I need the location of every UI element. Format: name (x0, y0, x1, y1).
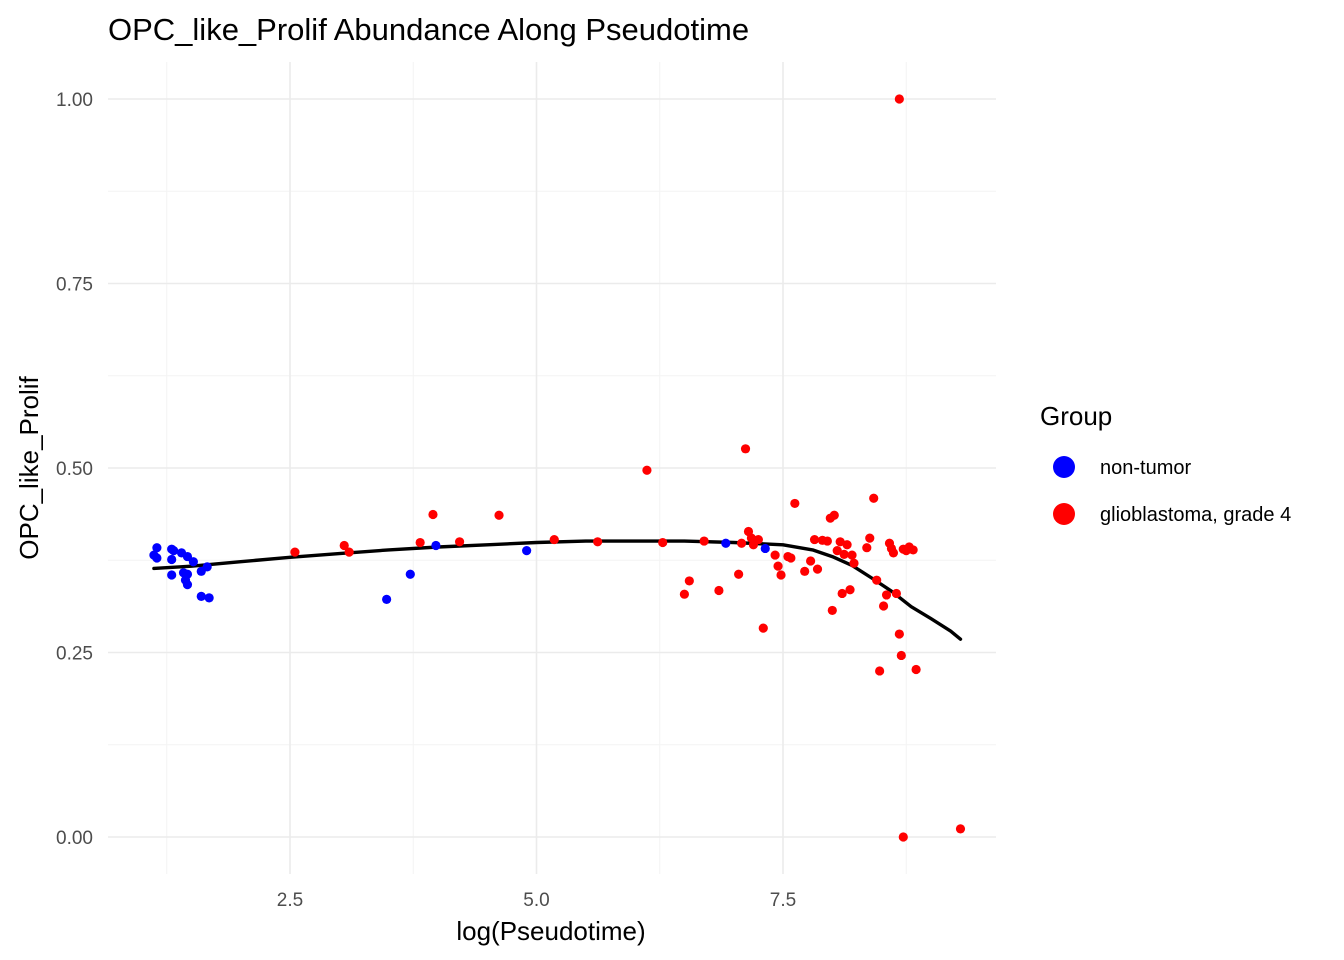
point-glioblastoma-grade-4 (714, 585, 724, 596)
point-glioblastoma-grade-4 (822, 536, 832, 546)
point-glioblastoma-grade-4 (753, 534, 763, 545)
point-non-tumor (167, 570, 177, 580)
x-tick-label: 5.0 (523, 890, 549, 911)
point-glioblastoma-grade-4 (832, 546, 842, 556)
point-non-tumor (431, 540, 441, 551)
point-glioblastoma-grade-4 (847, 550, 857, 560)
point-glioblastoma-grade-4 (894, 94, 904, 104)
point-glioblastoma-grade-4 (790, 498, 800, 509)
point-glioblastoma-grade-4 (878, 601, 889, 611)
legend-key-non-tumor (1053, 456, 1075, 478)
legend-key-glioblastoma (1053, 503, 1075, 525)
point-glioblastoma-grade-4 (869, 493, 879, 503)
point-glioblastoma-grade-4 (835, 537, 845, 547)
y-tick-label: 0.25 (56, 644, 93, 665)
legend-title: Group (1040, 401, 1112, 431)
point-glioblastoma-grade-4 (684, 576, 694, 586)
y-tick-label: 1.00 (56, 90, 93, 111)
legend-label-non-tumor: non-tumor (1100, 457, 1191, 479)
point-non-tumor (405, 569, 415, 579)
x-tick-label: 7.5 (770, 890, 796, 911)
y-tick-label: 0.50 (56, 459, 93, 480)
point-glioblastoma-grade-4 (845, 585, 855, 595)
x-axis-ticks: 2.5 5.0 7.5 (277, 890, 796, 911)
point-glioblastoma-grade-4 (758, 623, 768, 633)
point-non-tumor (188, 557, 198, 567)
point-glioblastoma-grade-4 (549, 534, 559, 545)
point-glioblastoma-grade-4 (875, 666, 885, 676)
point-glioblastoma-grade-4 (839, 549, 849, 559)
point-glioblastoma-grade-4 (339, 540, 349, 551)
point-glioblastoma-grade-4 (842, 540, 852, 550)
y-axis-title: OPC_like_Prolif (14, 375, 44, 559)
point-non-tumor (196, 591, 206, 602)
plot-grid (108, 62, 996, 874)
point-non-tumor (182, 580, 193, 590)
point-glioblastoma-grade-4 (911, 664, 921, 675)
point-glioblastoma-grade-4 (415, 537, 425, 548)
legend: Group non-tumor glioblastoma, grade 4 (1040, 401, 1291, 526)
point-non-tumor (152, 553, 162, 563)
point-glioblastoma-grade-4 (908, 545, 918, 555)
point-glioblastoma-grade-4 (740, 444, 751, 454)
point-glioblastoma-grade-4 (642, 465, 652, 475)
point-non-tumor (522, 546, 532, 556)
x-tick-label: 2.5 (277, 890, 303, 911)
point-glioblastoma-grade-4 (955, 824, 966, 834)
x-axis-title: log(Pseudotime) (456, 916, 645, 946)
point-glioblastoma-grade-4 (773, 561, 783, 571)
point-glioblastoma-grade-4 (891, 588, 901, 599)
point-glioblastoma-grade-4 (494, 510, 504, 520)
point-glioblastoma-grade-4 (849, 558, 859, 568)
point-glioblastoma-grade-4 (776, 570, 786, 580)
point-glioblastoma-grade-4 (881, 590, 892, 600)
y-axis-ticks: 0.00 0.25 0.50 0.75 1.00 (56, 90, 93, 849)
point-glioblastoma-grade-4 (837, 588, 847, 599)
point-glioblastoma-grade-4 (809, 534, 820, 545)
point-glioblastoma-grade-4 (290, 547, 300, 557)
point-non-tumor (167, 554, 177, 565)
point-glioblastoma-grade-4 (894, 629, 904, 639)
point-glioblastoma-grade-4 (896, 650, 906, 661)
point-non-tumor (721, 538, 731, 548)
point-glioblastoma-grade-4 (593, 537, 603, 547)
point-glioblastoma-grade-4 (862, 543, 872, 553)
point-glioblastoma-grade-4 (734, 569, 744, 579)
point-glioblastoma-grade-4 (658, 537, 668, 548)
point-glioblastoma-grade-4 (344, 547, 354, 557)
point-glioblastoma-grade-4 (454, 537, 465, 547)
point-glioblastoma-grade-4 (806, 556, 816, 566)
point-non-tumor (760, 543, 770, 554)
point-glioblastoma-grade-4 (699, 536, 709, 546)
point-glioblastoma-grade-4 (827, 605, 837, 616)
point-non-tumor (202, 562, 212, 572)
point-glioblastoma-grade-4 (898, 832, 908, 842)
point-glioblastoma-grade-4 (888, 548, 899, 558)
point-glioblastoma-grade-4 (770, 550, 780, 560)
point-non-tumor (182, 551, 193, 562)
point-glioblastoma-grade-4 (865, 533, 875, 543)
point-non-tumor (152, 543, 162, 553)
point-non-tumor (169, 546, 179, 556)
point-glioblastoma-grade-4 (872, 575, 882, 585)
point-glioblastoma-grade-4 (786, 553, 796, 563)
point-glioblastoma-grade-4 (800, 566, 810, 576)
y-tick-label: 0.00 (56, 828, 93, 849)
data-points (149, 94, 966, 842)
point-glioblastoma-grade-4 (829, 510, 839, 520)
point-glioblastoma-grade-4 (736, 538, 747, 548)
point-glioblastoma-grade-4 (428, 509, 438, 520)
point-glioblastoma-grade-4 (679, 589, 690, 599)
chart-title: OPC_like_Prolif Abundance Along Pseudoti… (108, 12, 749, 47)
point-non-tumor (382, 594, 392, 604)
point-non-tumor (204, 593, 214, 603)
y-tick-label: 0.75 (56, 275, 93, 296)
legend-label-glioblastoma: glioblastoma, grade 4 (1100, 504, 1291, 526)
point-glioblastoma-grade-4 (812, 564, 823, 574)
